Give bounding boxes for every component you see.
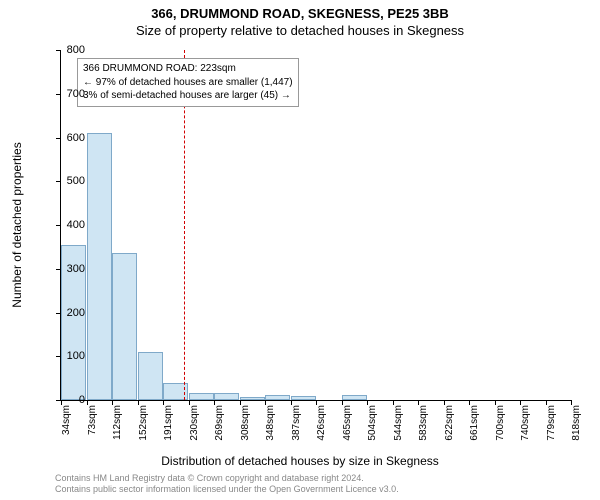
- xtick-label: 818sqm: [571, 405, 582, 441]
- ytick-mark: [56, 138, 61, 139]
- xtick-label: 622sqm: [444, 405, 455, 441]
- xtick-label: 504sqm: [367, 405, 378, 441]
- ytick-label: 700: [67, 88, 85, 100]
- xtick-label: 740sqm: [520, 405, 531, 441]
- xtick-label: 230sqm: [189, 405, 200, 441]
- ytick-label: 800: [67, 44, 85, 56]
- footer-line-2: Contains public sector information licen…: [55, 484, 399, 495]
- histogram-bar: [87, 133, 112, 400]
- ytick-label: 300: [67, 263, 85, 275]
- annotation-line-2: ← 97% of detached houses are smaller (1,…: [83, 76, 293, 90]
- xtick-label: 308sqm: [240, 405, 251, 441]
- xtick-label: 700sqm: [495, 405, 506, 441]
- annotation-box: 366 DRUMMOND ROAD: 223sqm← 97% of detach…: [77, 58, 299, 107]
- xtick-label: 465sqm: [342, 405, 353, 441]
- chart-subtitle: Size of property relative to detached ho…: [0, 23, 600, 38]
- xtick-label: 779sqm: [546, 405, 557, 441]
- ytick-mark: [56, 50, 61, 51]
- xtick-label: 152sqm: [138, 405, 149, 441]
- xtick-label: 544sqm: [393, 405, 404, 441]
- histogram-bar: [138, 352, 163, 400]
- histogram-bar: [342, 395, 367, 400]
- ytick-mark: [56, 94, 61, 95]
- ytick-label: 100: [67, 350, 85, 362]
- xtick-label: 661sqm: [469, 405, 480, 441]
- y-axis-label: Number of detached properties: [10, 142, 24, 307]
- ytick-label: 600: [67, 132, 85, 144]
- xtick-label: 112sqm: [112, 405, 123, 440]
- histogram-bar: [240, 397, 265, 401]
- xtick-label: 387sqm: [291, 405, 302, 441]
- xtick-label: 34sqm: [61, 405, 72, 435]
- chart-title-address: 366, DRUMMOND ROAD, SKEGNESS, PE25 3BB: [0, 0, 600, 21]
- histogram-bar: [291, 396, 316, 400]
- ytick-mark: [56, 181, 61, 182]
- ytick-mark: [56, 225, 61, 226]
- attribution-footer: Contains HM Land Registry data © Crown c…: [55, 473, 399, 496]
- annotation-line-3: 3% of semi-detached houses are larger (4…: [83, 89, 293, 103]
- xtick-label: 348sqm: [265, 405, 276, 441]
- histogram-bar: [214, 393, 239, 400]
- xtick-label: 73sqm: [87, 405, 98, 435]
- xtick-label: 269sqm: [214, 405, 225, 441]
- footer-line-1: Contains HM Land Registry data © Crown c…: [55, 473, 399, 484]
- xtick-label: 426sqm: [316, 405, 327, 441]
- xtick-label: 191sqm: [163, 405, 174, 441]
- x-axis-label: Distribution of detached houses by size …: [0, 454, 600, 468]
- xtick-label: 583sqm: [418, 405, 429, 441]
- ytick-label: 500: [67, 175, 85, 187]
- histogram-bar: [265, 395, 290, 400]
- annotation-line-1: 366 DRUMMOND ROAD: 223sqm: [83, 62, 293, 76]
- plot-area: 34sqm73sqm112sqm152sqm191sqm230sqm269sqm…: [60, 50, 571, 401]
- chart-container: 366, DRUMMOND ROAD, SKEGNESS, PE25 3BB S…: [0, 0, 600, 500]
- ytick-label: 400: [67, 219, 85, 231]
- ytick-label: 0: [79, 394, 85, 406]
- ytick-label: 200: [67, 307, 85, 319]
- histogram-bar: [189, 393, 214, 400]
- histogram-bar: [112, 253, 137, 400]
